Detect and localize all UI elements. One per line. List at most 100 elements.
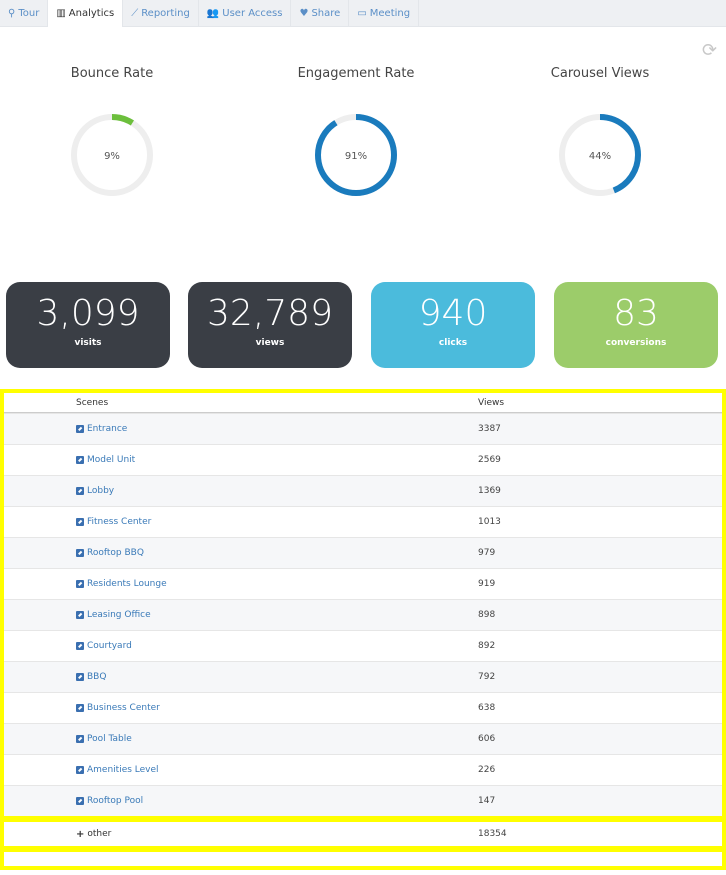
stat-label: views bbox=[255, 338, 285, 348]
scene-link[interactable]: Leasing Office bbox=[87, 610, 151, 620]
donut-arc bbox=[71, 114, 153, 196]
plus-icon: + bbox=[76, 828, 85, 840]
external-link-icon bbox=[76, 797, 84, 805]
tab-share[interactable]: ♥ Share bbox=[291, 0, 350, 27]
table-row: Lobby 1369 bbox=[4, 475, 722, 506]
tab-meeting[interactable]: ▭ Meeting bbox=[349, 0, 420, 27]
scene-link[interactable]: Amenities Level bbox=[87, 765, 159, 775]
donut-chart: 44% bbox=[559, 114, 641, 196]
tab-label: Analytics bbox=[68, 8, 115, 19]
other-row-box: + other 18354 bbox=[0, 818, 726, 850]
bar-chart-icon: ▥ bbox=[56, 8, 66, 19]
external-link-icon bbox=[76, 735, 84, 743]
scene-views: 792 bbox=[478, 672, 496, 682]
scene-views: 979 bbox=[478, 548, 496, 558]
refresh-icon[interactable]: ⟳ bbox=[702, 40, 718, 61]
tab-label: Meeting bbox=[369, 8, 411, 19]
scene-link[interactable]: Model Unit bbox=[87, 455, 136, 465]
gauge-value: 91% bbox=[345, 151, 367, 162]
external-link-icon bbox=[76, 487, 84, 495]
tab-bar: ⚲ Tour ▥ Analytics ⟋ Reporting 👥 User Access ♥ Sh… bbox=[0, 0, 726, 27]
gauge-value: 44% bbox=[589, 151, 611, 162]
table-row: Model Unit 2569 bbox=[4, 444, 722, 475]
scene-views: 147 bbox=[478, 796, 496, 806]
scene-views: 898 bbox=[478, 610, 496, 620]
tab-label: Share bbox=[311, 8, 341, 19]
table-row: Pool Table 606 bbox=[4, 723, 722, 754]
external-link-icon bbox=[76, 456, 84, 464]
table-row: Rooftop Pool 147 bbox=[4, 785, 722, 816]
scene-link[interactable]: Pool Table bbox=[87, 734, 132, 744]
scene-views: 3387 bbox=[478, 424, 501, 434]
stat-label: conversions bbox=[605, 338, 667, 348]
scene-views: 919 bbox=[478, 579, 496, 589]
stat-label: visits bbox=[74, 338, 102, 348]
table-row: Rooftop BBQ 979 bbox=[4, 537, 722, 568]
scene-link[interactable]: Entrance bbox=[87, 424, 128, 434]
heart-icon: ♥ bbox=[299, 8, 309, 19]
monitor-icon: ▭ bbox=[357, 8, 367, 19]
empty-row-box bbox=[0, 848, 726, 870]
external-link-icon bbox=[76, 673, 84, 681]
stat-value: 83 bbox=[613, 293, 659, 334]
scene-link[interactable]: Courtyard bbox=[87, 641, 132, 651]
external-link-icon bbox=[76, 518, 84, 526]
header-views: Views bbox=[478, 398, 505, 408]
scene-link[interactable]: Business Center bbox=[87, 703, 160, 713]
tab-reporting[interactable]: ⟋ Reporting bbox=[123, 0, 199, 27]
tab-label: Tour bbox=[18, 8, 40, 19]
table-row: Residents Lounge 919 bbox=[4, 568, 722, 599]
scene-link[interactable]: Rooftop Pool bbox=[87, 796, 144, 806]
scene-link[interactable]: Lobby bbox=[87, 486, 115, 496]
external-link-icon bbox=[76, 642, 84, 650]
external-link-icon bbox=[76, 704, 84, 712]
header-scenes: Scenes bbox=[76, 398, 109, 408]
tab-tour[interactable]: ⚲ Tour bbox=[0, 0, 49, 27]
scene-link[interactable]: Residents Lounge bbox=[87, 579, 167, 589]
stat-card-conversions: 83 conversions bbox=[554, 282, 718, 368]
donut-chart: 91% bbox=[315, 114, 397, 196]
line-chart-icon: ⟋ bbox=[131, 8, 139, 19]
table-row-other[interactable]: + other 18354 bbox=[4, 822, 722, 846]
table-row: Business Center 638 bbox=[4, 692, 722, 723]
table-row: Leasing Office 898 bbox=[4, 599, 722, 630]
stat-value: 32,789 bbox=[207, 293, 333, 334]
scene-views: 1013 bbox=[478, 517, 501, 527]
donut-arc bbox=[559, 114, 641, 196]
other-label: other bbox=[87, 829, 112, 839]
table-row: BBQ 792 bbox=[4, 661, 722, 692]
external-link-icon bbox=[76, 549, 84, 557]
external-link-icon bbox=[76, 425, 84, 433]
scene-views: 226 bbox=[478, 765, 496, 775]
scenes-table: Scenes Views Entrance 3387 Model Unit 2569 L… bbox=[0, 389, 726, 820]
gauge-engagement-rate: Engagement Rate 91% bbox=[256, 66, 456, 200]
tab-analytics[interactable]: ▥ Analytics bbox=[48, 0, 124, 27]
external-link-icon bbox=[76, 611, 84, 619]
scene-views: 892 bbox=[478, 641, 496, 651]
gauge-carousel-views: Carousel Views 44% bbox=[500, 66, 700, 200]
donut-chart: 9% bbox=[71, 114, 153, 196]
external-link-icon bbox=[76, 580, 84, 588]
scene-link[interactable]: BBQ bbox=[87, 672, 107, 682]
tab-label: Reporting bbox=[141, 8, 190, 19]
stat-label: clicks bbox=[438, 338, 468, 348]
scene-link[interactable]: Fitness Center bbox=[87, 517, 152, 527]
table-row: Courtyard 892 bbox=[4, 630, 722, 661]
gauge-title: Carousel Views bbox=[550, 66, 650, 81]
gauge-title: Engagement Rate bbox=[297, 66, 415, 81]
gauge-title: Bounce Rate bbox=[70, 66, 154, 81]
external-link-icon bbox=[76, 766, 84, 774]
map-marker-icon: ⚲ bbox=[8, 8, 16, 19]
tab-label: User Access bbox=[222, 8, 283, 19]
stat-card-views: 32,789 views bbox=[188, 282, 352, 368]
table-row: Fitness Center 1013 bbox=[4, 506, 722, 537]
stat-value: 940 bbox=[418, 293, 488, 334]
tab-user-access[interactable]: 👥 User Access bbox=[199, 0, 292, 27]
gauge-bounce-rate: Bounce Rate 9% bbox=[12, 66, 212, 200]
scene-views: 638 bbox=[478, 703, 496, 713]
scene-link[interactable]: Rooftop BBQ bbox=[87, 548, 144, 558]
stat-value: 3,099 bbox=[36, 293, 140, 334]
scene-views: 606 bbox=[478, 734, 496, 744]
other-views: 18354 bbox=[478, 829, 507, 839]
users-icon: 👥 bbox=[206, 8, 220, 19]
